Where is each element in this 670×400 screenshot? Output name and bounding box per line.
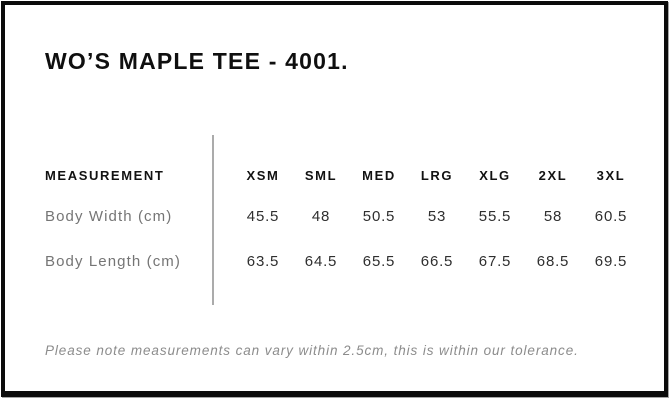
row-label-body-width: Body Width (cm)	[45, 208, 173, 225]
table-vertical-divider	[212, 135, 214, 305]
measurement-column-header: MEASUREMENT	[45, 168, 165, 183]
product-title: WO’S MAPLE TEE - 4001.	[45, 48, 349, 74]
size-header-3xl: 3XL	[596, 168, 626, 183]
size-header-2xl: 2XL	[538, 168, 568, 183]
value-cell: 68.5	[536, 253, 570, 270]
value-cell: 67.5	[478, 253, 512, 270]
value-cell: 65.5	[362, 253, 396, 270]
value-cell: 63.5	[246, 253, 280, 270]
size-header-xlg: XLG	[479, 168, 511, 183]
size-header-med: MED	[362, 168, 396, 183]
value-cell: 58	[543, 208, 563, 225]
value-cell: 55.5	[478, 208, 512, 225]
value-cell: 66.5	[420, 253, 454, 270]
value-cell: 53	[427, 208, 447, 225]
value-cell: 50.5	[362, 208, 396, 225]
body-length-value-row: 63.5 64.5 65.5 66.5 67.5 68.5 69.5	[234, 253, 640, 271]
size-header-row: XSM SML MED LRG XLG 2XL 3XL	[234, 167, 640, 185]
size-header-lrg: LRG	[420, 168, 454, 183]
row-label-body-length: Body Length (cm)	[45, 253, 181, 270]
value-cell: 60.5	[594, 208, 628, 225]
tolerance-note: Please note measurements can vary within…	[45, 343, 579, 358]
value-cell: 64.5	[304, 253, 338, 270]
body-width-value-row: 45.5 48 50.5 53 55.5 58 60.5	[234, 208, 640, 226]
value-cell: 45.5	[246, 208, 280, 225]
value-cell: 48	[311, 208, 331, 225]
value-cell: 69.5	[594, 253, 628, 270]
size-header-xsm: XSM	[246, 168, 280, 183]
size-header-sml: SML	[304, 168, 338, 183]
